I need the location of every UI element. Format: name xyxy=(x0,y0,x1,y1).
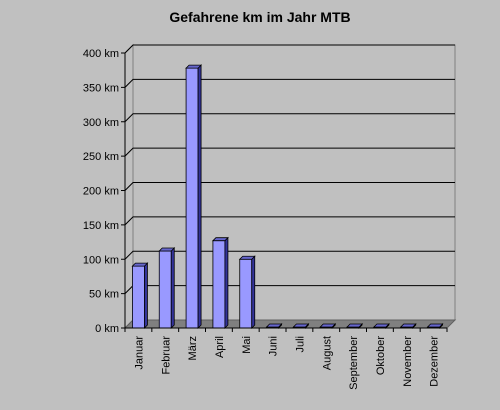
gridline xyxy=(124,182,455,191)
bar-top xyxy=(319,323,337,328)
x-category-label: August xyxy=(321,336,333,370)
bar-top xyxy=(426,323,444,328)
x-category-label: Oktober xyxy=(375,336,387,375)
y-tick-label: 400 km xyxy=(83,48,119,60)
bar xyxy=(265,323,283,329)
bar-front xyxy=(158,250,172,329)
x-category-label: Februar xyxy=(160,336,172,375)
x-category-label: Dezember xyxy=(429,336,441,387)
gridline xyxy=(124,216,455,226)
y-tick-label: 100 km xyxy=(83,254,119,266)
bar xyxy=(372,323,390,329)
x-axis-category-labels: Januar Februar März April Mai Juni Juli August S… xyxy=(124,327,448,390)
y-tick-label: 300 km xyxy=(83,117,119,129)
x-category-label: Januar xyxy=(133,336,145,370)
bar xyxy=(238,255,256,329)
bar xyxy=(158,247,176,329)
chart-title: Gefahrene km im Jahr MTB xyxy=(169,9,350,25)
bar-top xyxy=(131,262,149,267)
bar-top xyxy=(399,323,417,328)
gridline xyxy=(124,44,455,54)
bar xyxy=(319,323,337,329)
bar-top xyxy=(185,64,203,69)
bar-top xyxy=(265,323,283,328)
bar xyxy=(399,323,417,329)
bar-side xyxy=(197,64,202,329)
gridline xyxy=(124,250,455,260)
bar-side xyxy=(224,236,229,329)
bar xyxy=(131,262,149,329)
x-category-label: Juni xyxy=(268,336,280,356)
x-category-label: September xyxy=(348,336,360,390)
bar-top xyxy=(292,323,310,328)
bar-top xyxy=(211,237,229,242)
bar xyxy=(211,236,229,329)
bar-side xyxy=(251,255,256,329)
y-tick-label: 0 km xyxy=(95,323,119,335)
x-category-label: März xyxy=(187,336,199,360)
gridline xyxy=(124,113,455,123)
y-tick-label: 150 km xyxy=(83,220,119,232)
bar xyxy=(346,323,364,329)
x-category-label: November xyxy=(402,336,414,387)
bar-front xyxy=(185,67,199,329)
bar-front xyxy=(212,240,226,329)
y-tick-label: 200 km xyxy=(83,186,119,198)
bar-top xyxy=(372,323,390,328)
x-category-label: April xyxy=(214,336,226,358)
bar-front xyxy=(239,258,253,329)
bar xyxy=(292,323,310,329)
bar xyxy=(426,323,444,329)
bar-top xyxy=(238,255,256,260)
bar-top xyxy=(158,247,176,252)
bar-side xyxy=(144,262,148,329)
bar-side xyxy=(170,247,175,329)
bar-top xyxy=(346,323,364,328)
y-axis-tick-labels: 0 km 50 km 100 km 150 km 200 km 250 km 300 km 3… xyxy=(83,48,126,335)
bar xyxy=(185,64,203,329)
gridline xyxy=(124,78,455,88)
y-tick-label: 50 km xyxy=(89,289,119,301)
gridline xyxy=(124,147,455,157)
bar-front xyxy=(132,265,145,329)
y-tick-label: 250 km xyxy=(83,151,119,163)
y-tick-label: 350 km xyxy=(83,82,119,94)
x-category-label: Juli xyxy=(294,336,306,353)
x-category-label: Mai xyxy=(241,336,253,354)
